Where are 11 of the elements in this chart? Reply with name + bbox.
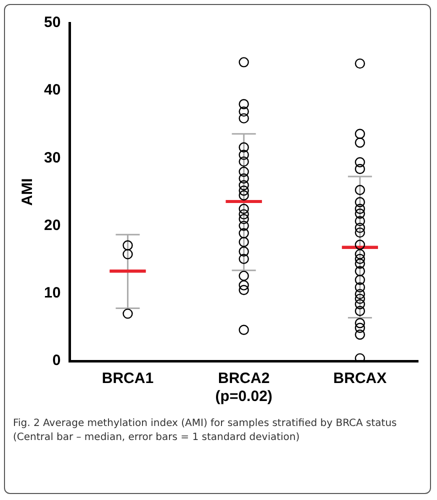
y-tick-label: 30 [44, 149, 61, 166]
y-axis-title: AMI [19, 178, 36, 206]
y-tick-label: 10 [44, 284, 61, 302]
x-tick-label: BRCA1 [102, 370, 154, 388]
y-tick-label: 40 [44, 82, 61, 99]
caption: Fig. 2 Average methylation index (AMI) for samples stratified by BRCA status (Central bar – median, error bars = 1 standard deviation) [13, 417, 398, 445]
x-tick-label: BRCAX [333, 370, 387, 388]
y-tick-label: 0 [52, 352, 61, 370]
x-tick-label: BRCA2 (p=0.02) [215, 370, 272, 406]
y-tick-label: 20 [44, 216, 61, 234]
y-tick-label: 50 [44, 14, 61, 32]
